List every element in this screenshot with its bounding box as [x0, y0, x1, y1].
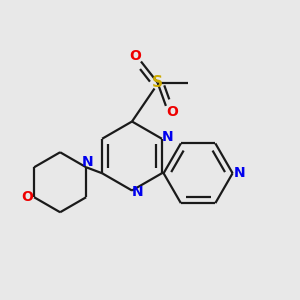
Text: N: N — [161, 130, 173, 144]
Text: S: S — [152, 75, 163, 90]
Text: O: O — [166, 105, 178, 119]
Text: O: O — [22, 190, 34, 204]
Text: N: N — [82, 155, 93, 169]
Text: N: N — [233, 166, 245, 180]
Text: N: N — [132, 185, 143, 199]
Text: O: O — [129, 49, 141, 62]
